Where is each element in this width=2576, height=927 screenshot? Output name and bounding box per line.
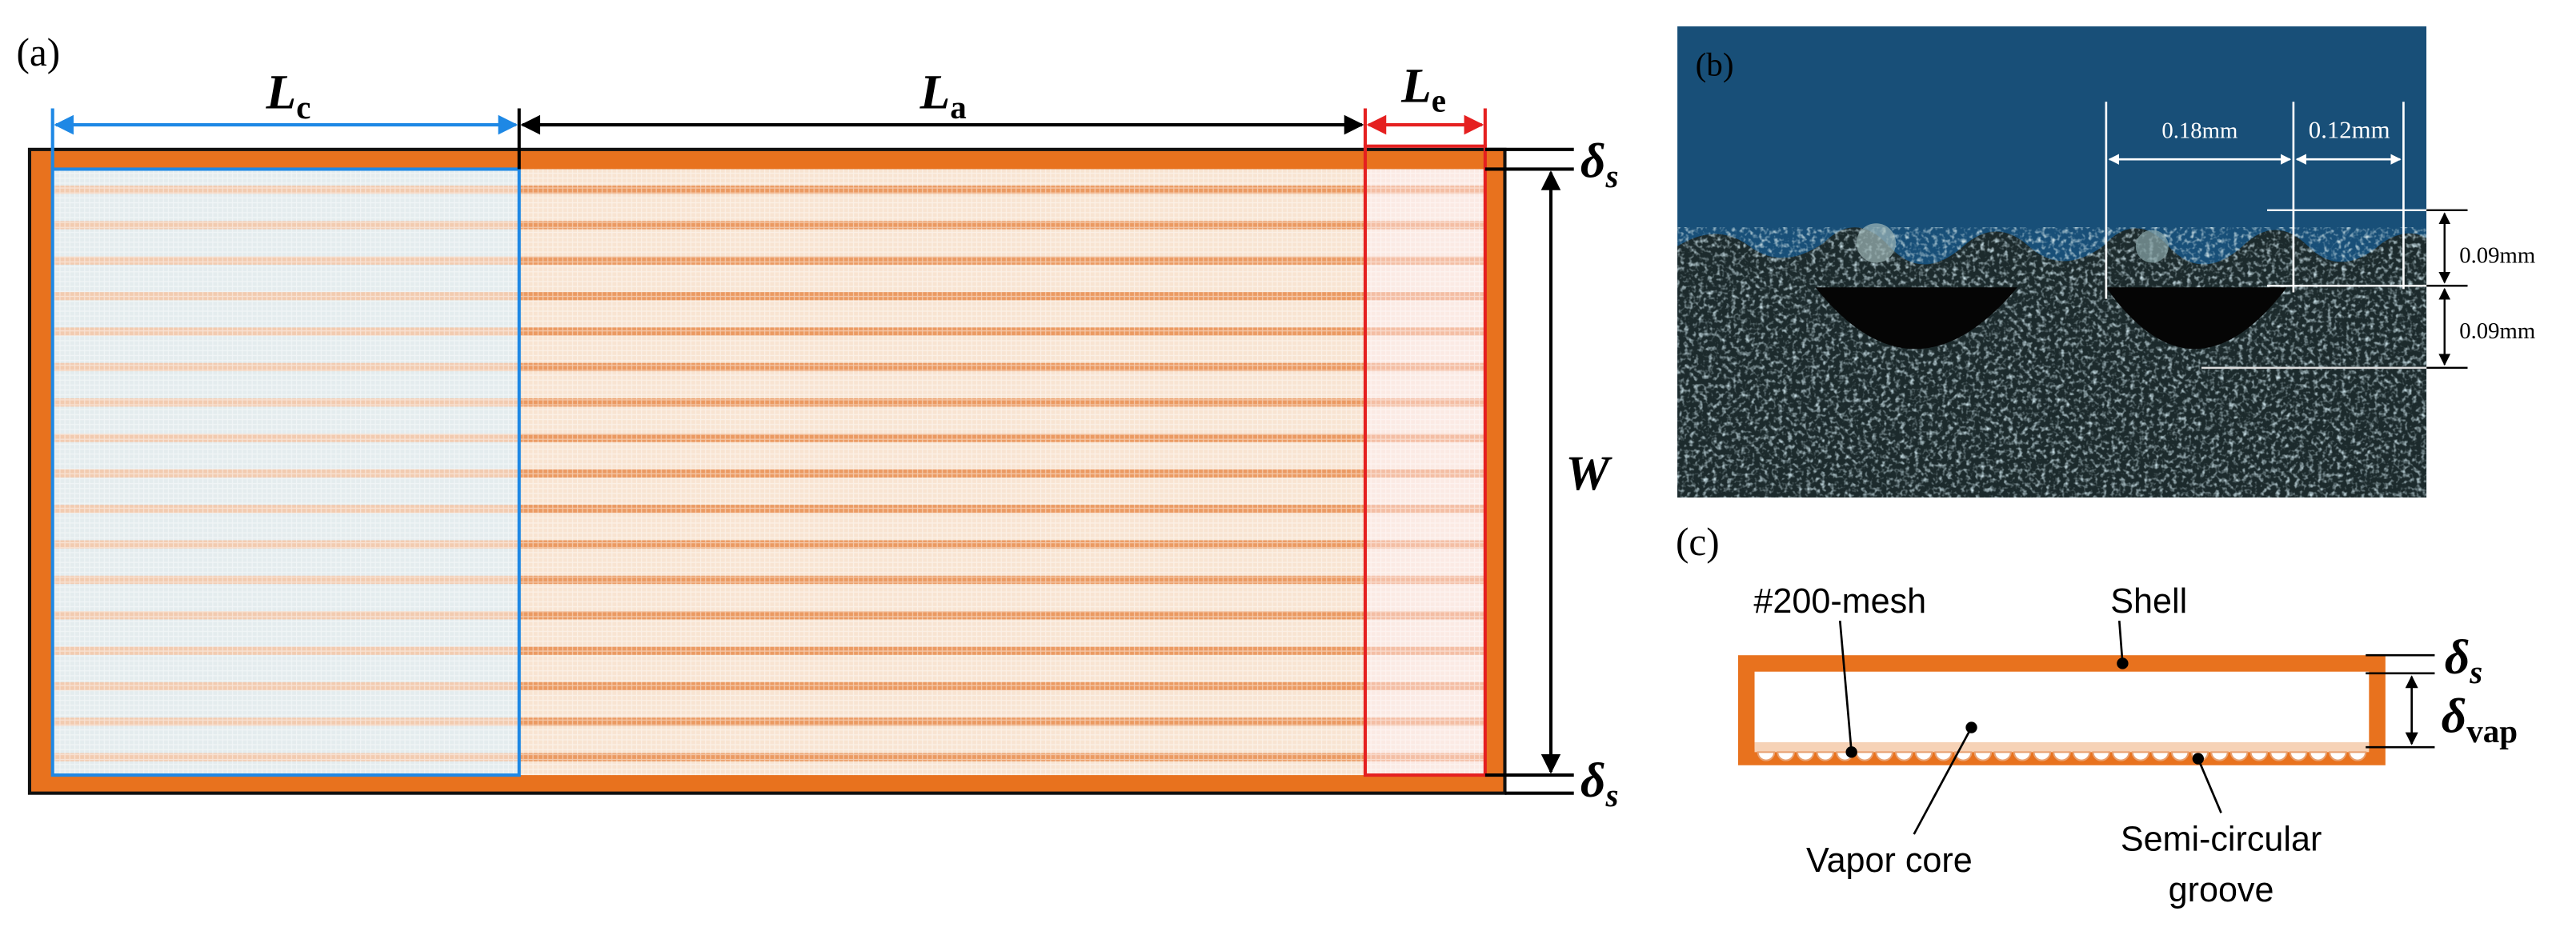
groove-label: groove (2169, 871, 2274, 909)
panel-label: (a) (17, 30, 61, 74)
delta-s-top: δs (1580, 134, 1619, 194)
panel-b: (b) 0.18mm 0.12mm 0.09mm 0.09mm (1677, 26, 2535, 498)
la-label: La (919, 66, 967, 126)
leader-dots (1845, 657, 2205, 765)
lc-label: Lc (266, 66, 311, 126)
le-label: Le (1400, 58, 1446, 118)
micrograph (1677, 26, 2427, 498)
panel-label: (b) (1696, 46, 1734, 82)
grooves (1757, 751, 2367, 761)
shell-label: Shell (2110, 582, 2187, 621)
evaporator-outline (1363, 144, 1487, 777)
delta-vap: δvap (2442, 689, 2518, 749)
depth-label: 0.09mm (2459, 243, 2535, 269)
pitch-dimensions (2105, 102, 2405, 299)
depth-dimensions (2201, 209, 2468, 370)
depth-label: 0.09mm (2459, 318, 2535, 344)
thickness-dimensions (2366, 653, 2435, 749)
delta-s: δs (2445, 630, 2483, 690)
panel-c: (c) #200-mesh Shell Vapor core Semi-circ… (1676, 520, 2518, 909)
condenser-outline (50, 167, 521, 777)
pitch-label: 0.18mm (2161, 118, 2237, 143)
w-label: W (1565, 446, 1613, 501)
vapor-core-label: Vapor core (1806, 841, 1973, 880)
mesh (52, 169, 1485, 776)
panel-label: (c) (1676, 520, 1720, 564)
panel-a: (a) Lc La Le δs W δs (17, 30, 1619, 813)
mesh-label: #200-mesh (1753, 582, 1926, 621)
pitch-label: 0.12mm (2309, 116, 2390, 143)
leaders (1838, 620, 2222, 835)
dimensions (50, 108, 1574, 795)
mesh-layer (1754, 742, 2370, 753)
delta-s-bottom: δs (1580, 753, 1619, 813)
groove-label: Semi-circular (2121, 821, 2322, 859)
